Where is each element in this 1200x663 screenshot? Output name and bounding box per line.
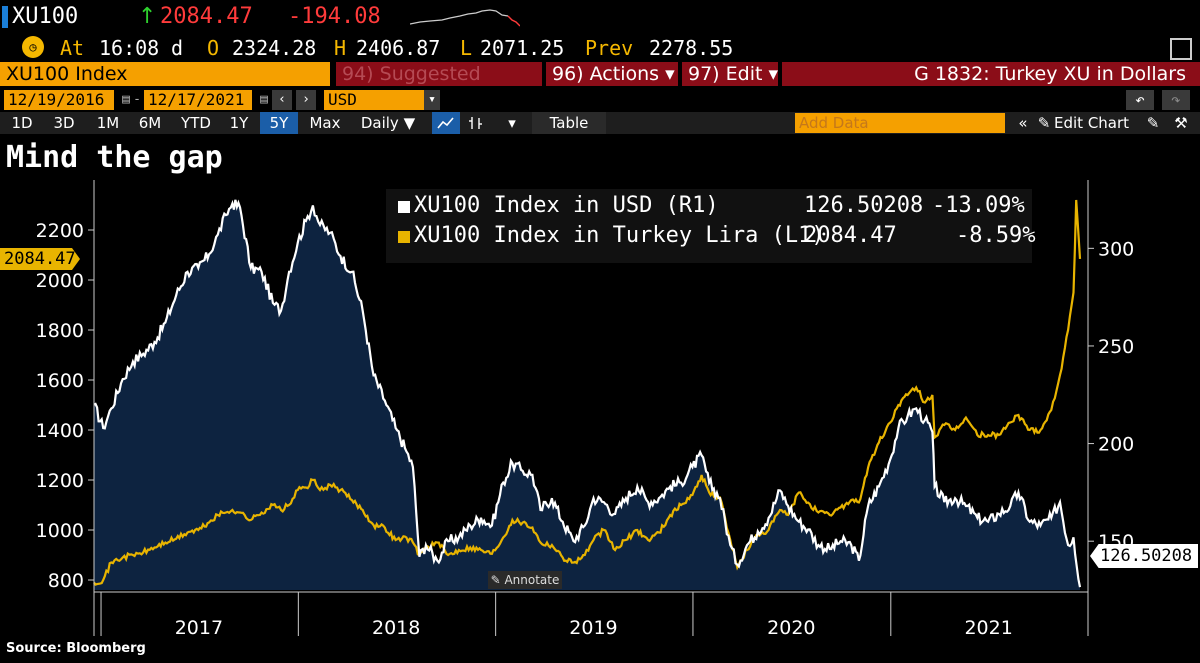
left-tick-label: 1400 [36, 420, 84, 442]
last-value-tag-try: 2084.47 [0, 248, 80, 270]
left-tick-label: 1200 [36, 470, 84, 492]
period-max-button[interactable]: Max [309, 114, 341, 132]
legend-change-try: -8.59% [956, 223, 1036, 248]
price-change: -194.08 [288, 4, 381, 29]
range-separator: - [132, 90, 142, 110]
chart-title: Mind the gap [6, 140, 223, 175]
edit-menu[interactable]: 97) Edit ▾ [682, 62, 778, 86]
low-label: L [460, 36, 473, 60]
low-value: 2071.25 [480, 36, 565, 60]
last-value-tag-usd: 126.50208 [1090, 544, 1198, 568]
calendar-icon[interactable]: ▤ [254, 90, 274, 110]
period-6m-button[interactable]: 6M [138, 114, 162, 132]
prev-value: 2278.55 [649, 36, 734, 60]
high-value: 2406.87 [356, 36, 441, 60]
series-line-try [93, 199, 1082, 586]
start-date-input[interactable]: 12/19/2016 [4, 90, 114, 110]
left-tick-label: 1600 [36, 370, 84, 392]
left-tick-label: 2200 [36, 220, 84, 242]
up-arrow-icon: ↑ [138, 4, 157, 29]
chart-legend: XU100 Index in USD (R1) 126.50208 -13.09… [386, 189, 1036, 263]
right-tick-label: 250 [1098, 336, 1134, 358]
chevron-down-icon[interactable]: ▾ [424, 90, 440, 110]
x-tick-label: 2021 [964, 617, 1012, 639]
chart-toolbar: 1D 3D 1M 6M YTD 1Y 5Y Max Daily ▼ ▾ Tabl… [0, 112, 1200, 134]
collapse-icon[interactable]: « [1018, 114, 1028, 132]
pencil-icon[interactable]: ✎ [1037, 114, 1051, 132]
chevron-right-icon[interactable]: › [296, 90, 316, 110]
period-3d-button[interactable]: 3D [53, 114, 75, 132]
series-line-usd [93, 199, 1082, 588]
x-tick-label: 2019 [569, 617, 617, 639]
usd-area-fill [94, 199, 1080, 591]
open-label: O [207, 36, 220, 60]
time-label: At [60, 36, 85, 60]
x-tick-label: 2020 [767, 617, 815, 639]
menu-bar: XU100 Index 94) Suggested Charts 96) Act… [0, 62, 1200, 109]
last-value-usd-text: 126.50208 [1100, 546, 1193, 566]
expand-icon[interactable] [1170, 38, 1192, 60]
range-bar: 12/19/2016 ▤ - 12/17/2021 ▤ ‹ › USD ▾ ↶ … [0, 89, 1200, 111]
legend-label-try: XU100 Index in Turkey Lira (L1) [414, 223, 825, 248]
end-date-input[interactable]: 12/17/2021 [144, 90, 252, 110]
frequency-select[interactable]: Daily ▼ [360, 114, 416, 132]
legend-swatch-try [398, 231, 410, 243]
right-tick-label: 200 [1098, 434, 1134, 456]
time-suffix: d [171, 36, 184, 60]
legend-swatch-usd [398, 201, 410, 213]
legend-value-usd: 126.50208 [804, 193, 924, 218]
left-tick-label: 1000 [36, 520, 84, 542]
open-value: 2324.28 [232, 36, 317, 60]
ticker-symbol[interactable]: XU100 [12, 4, 79, 29]
annotate-label: Annotate [504, 573, 560, 587]
legend-change-usd: -13.09% [932, 193, 1025, 218]
intraday-sparkline [410, 9, 520, 27]
prev-label: Prev [585, 36, 634, 60]
period-1y-button[interactable]: 1Y [229, 114, 249, 132]
clock-icon: ◷ [22, 36, 44, 58]
currency-select[interactable]: USD [324, 90, 424, 110]
security-name-field[interactable]: XU100 Index [0, 62, 330, 86]
left-tick-label: 800 [48, 570, 84, 592]
source-note: Source: Bloomberg [6, 641, 146, 656]
undo-icon[interactable]: ↶ [1126, 90, 1154, 110]
x-tick-label: 2017 [175, 617, 223, 639]
line-chart-icon[interactable] [432, 112, 460, 134]
high-label: H [334, 36, 347, 60]
left-tick-label: 2000 [36, 270, 84, 292]
edit-settings-icon[interactable]: ✎ [1146, 114, 1160, 132]
period-5y-button[interactable]: 5Y [260, 112, 298, 134]
quote-time: 16:08 [99, 36, 160, 60]
quote-bar: ◷ At 16:08 d O 2324.28 H 2406.87 L 2071.… [0, 34, 1200, 62]
calendar-icon[interactable]: ▤ [116, 90, 136, 110]
chevron-down-icon[interactable]: ▾ [508, 114, 516, 132]
period-1m-button[interactable]: 1M [96, 114, 120, 132]
settings-icon[interactable]: ⚒ [1174, 114, 1188, 132]
table-button[interactable]: Table [532, 112, 606, 134]
annotate-button[interactable]: ✎ Annotate [488, 571, 562, 589]
edit-chart-button[interactable]: Edit Chart [1054, 114, 1130, 132]
pencil-icon: ✎ [490, 573, 505, 587]
chevron-left-icon[interactable]: ‹ [272, 90, 292, 110]
ticker-bar: XU100 ↑ 2084.47 -194.08 [0, 0, 1200, 34]
legend-label-usd: XU100 Index in USD (R1) [414, 193, 719, 218]
redo-icon[interactable]: ↷ [1162, 90, 1190, 110]
security-marker [2, 6, 8, 28]
legend-value-try: 2084.47 [804, 223, 897, 248]
last-value-try-text: 2084.47 [4, 249, 76, 269]
right-tick-label: 300 [1098, 238, 1134, 260]
left-tick-label: 1800 [36, 320, 84, 342]
x-tick-label: 2018 [372, 617, 420, 639]
period-ytd-button[interactable]: YTD [181, 114, 211, 132]
actions-menu[interactable]: 96) Actions ▾ [546, 62, 678, 86]
last-price: 2084.47 [160, 4, 253, 29]
period-1d-button[interactable]: 1D [11, 114, 33, 132]
add-data-input[interactable]: Add Data [795, 113, 1005, 133]
bar-chart-icon[interactable] [462, 112, 490, 134]
chart-name: G 1832: Turkey XU in Dollars [782, 62, 1200, 86]
